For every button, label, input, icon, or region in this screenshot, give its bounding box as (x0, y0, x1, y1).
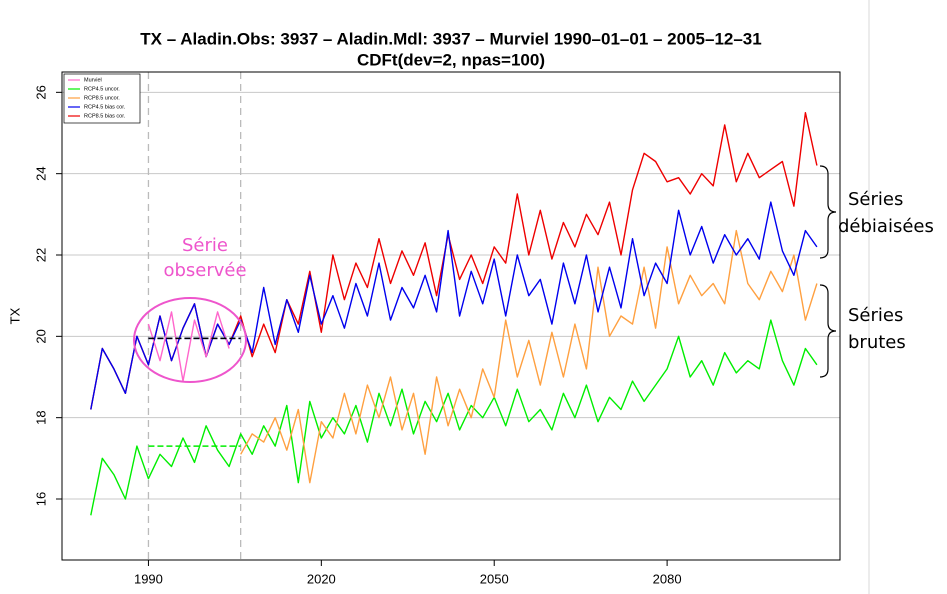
series-line (90, 319, 818, 516)
y-tick-label: 24 (33, 166, 48, 180)
chart-subtitle: CDFt(dev=2, npas=100) (357, 50, 545, 69)
legend-label: RCP4.5 bias cor. (84, 104, 126, 110)
chart-title: TX – Aladin.Obs: 3937 – Aladin.Mdl: 3937… (140, 29, 761, 48)
x-tick-label: 1990 (134, 571, 163, 586)
series-line (240, 229, 818, 484)
annotation: Séries (848, 305, 903, 326)
brace (819, 165, 837, 259)
plot-frame (61, 71, 841, 561)
annotation: Séries (848, 189, 903, 210)
brace (819, 284, 837, 378)
legend-label: RCP4.5 uncor. (84, 86, 120, 92)
annotation: débiaisées (838, 216, 934, 237)
series-line (90, 201, 818, 410)
annotation: brutes (848, 332, 906, 353)
legend-label: Murviel (84, 77, 102, 83)
legend-label: RCP8.5 uncor. (84, 95, 120, 101)
legend-label: RCP8.5 bias cor. (84, 113, 126, 119)
y-tick-label: 22 (33, 248, 48, 262)
annotation: Série (182, 235, 228, 256)
y-tick-label: 16 (33, 492, 48, 506)
y-tick-label: 20 (33, 329, 48, 343)
annotation: observée (163, 260, 246, 281)
observed-ellipse (133, 297, 247, 383)
x-tick-label: 2020 (307, 571, 336, 586)
x-tick-label: 2050 (480, 571, 509, 586)
series-line (147, 311, 230, 382)
y-tick-label: 18 (33, 410, 48, 424)
y-tick-label: 26 (33, 85, 48, 99)
y-axis-label: TX (7, 307, 22, 324)
x-tick-label: 2080 (653, 571, 682, 586)
plot-area: 16 18 20 22 24 26 1990 2020 2050 2080 Murviel RCP4.… (33, 71, 841, 586)
